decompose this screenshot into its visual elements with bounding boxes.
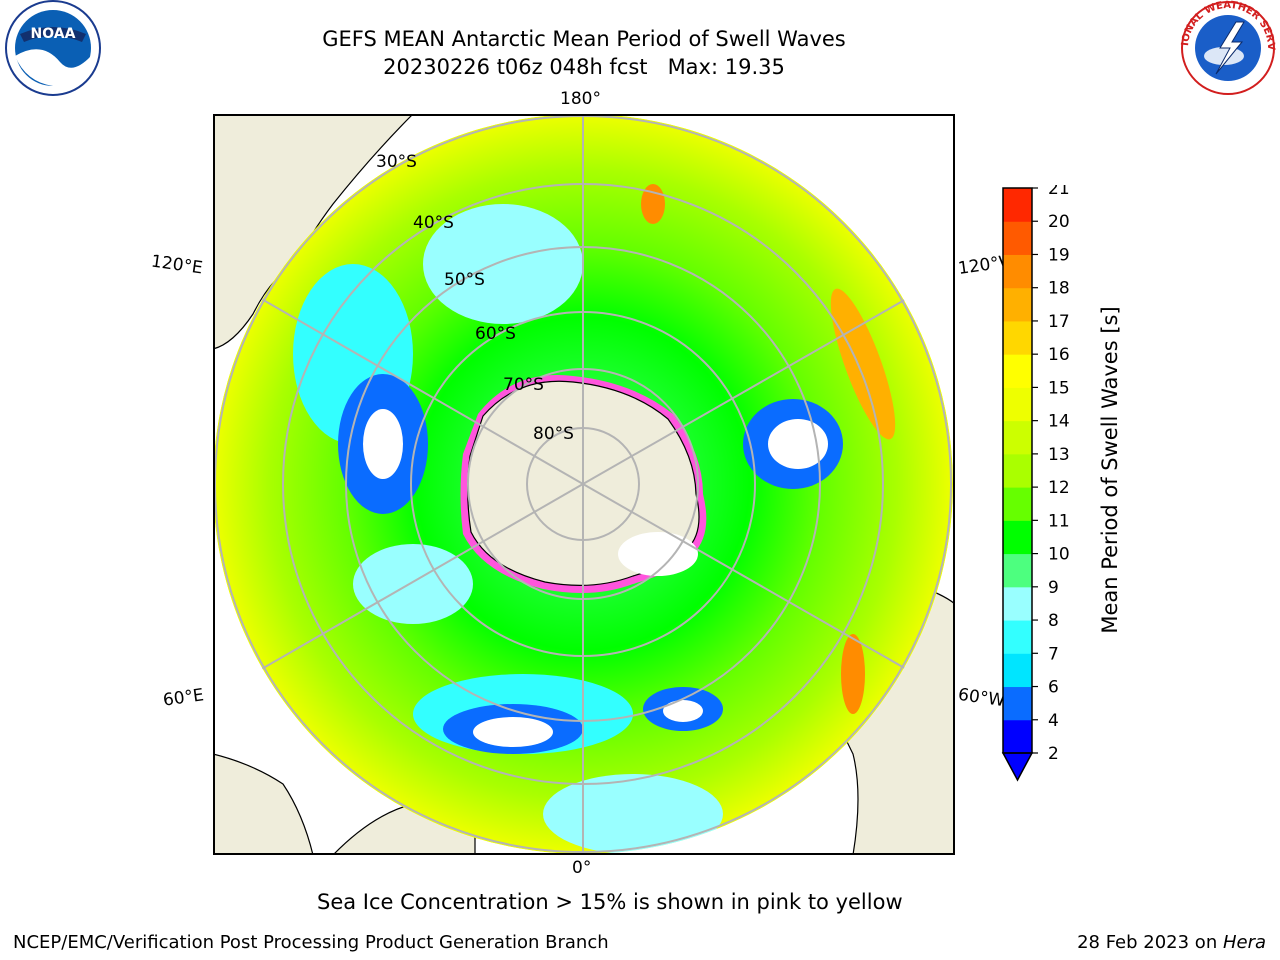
colorbar-segment (1003, 719, 1032, 754)
colorbar-tick-label: 9 (1048, 578, 1059, 598)
africa-land (213, 753, 314, 855)
lat-label-70s: 70°S (503, 375, 544, 395)
colorbar-tick-label: 19 (1048, 245, 1070, 265)
colorbar-tick-label: 2 (1048, 744, 1059, 764)
colorbar-segment (1003, 487, 1032, 521)
colorbar-segment (1003, 553, 1032, 588)
colorbar-segment (1003, 420, 1032, 455)
colorbar-tick-label: 21 (1048, 185, 1070, 199)
lat-label-60s: 60°S (475, 324, 516, 344)
colorbar-frame (1002, 187, 1033, 754)
lat-label-30s: 30°S (376, 152, 417, 172)
colorbar-segment (1003, 653, 1032, 688)
map-frame (213, 114, 955, 855)
colorbar-tick-label: 17 (1048, 312, 1070, 332)
colorbar-tick-label: 14 (1048, 412, 1070, 432)
colorbar-tick-label: 15 (1048, 378, 1070, 398)
lat-label-50s: 50°S (444, 270, 485, 290)
colorbar-segment (1003, 520, 1032, 555)
colorbar-tick-label: 10 (1048, 545, 1070, 565)
colorbar-tick-label: 6 (1048, 678, 1059, 698)
colorbar-extend-arrow (1001, 752, 1034, 782)
colorbar-graphic: 2 4 6 7 8 9 10 11 12 13 14 15 16 17 18 19 20 21 (1001, 179, 1070, 782)
colorbar-segment (1003, 354, 1032, 388)
colorbar-label: Mean Period of Swell Waves [s] (1098, 306, 1122, 634)
colorbar-segment (1003, 254, 1032, 289)
colorbar-segment (1003, 221, 1032, 255)
colorbar-tick-label: 11 (1048, 511, 1070, 531)
colorbar-segment (1003, 620, 1032, 654)
colorbar-tick-label: 16 (1048, 345, 1070, 365)
colorbar-segment (1003, 453, 1032, 488)
page-title: GEFS MEAN Antarctic Mean Period of Swell… (322, 27, 846, 51)
noaa-logo: NOAA (2, 0, 104, 100)
nws-logo: NATIONAL WEATHER SERVICE (1172, 0, 1280, 100)
colorbar-tick-label: 4 (1048, 711, 1059, 731)
sea-ice-caption: Sea Ice Concentration > 15% is shown in … (317, 890, 903, 914)
colorbar-segment (1003, 586, 1032, 621)
footer-date: 28 Feb 2023 on Hera (1077, 932, 1266, 953)
colorbar-segment (1003, 287, 1032, 322)
colorbar-segment (1003, 320, 1032, 355)
footer-machine: Hera (1222, 932, 1266, 953)
swell-period-field (213, 114, 953, 854)
lon-label-120e: 120°E (149, 251, 204, 279)
svg-text:NOAA: NOAA (31, 26, 76, 42)
lat-label-80s: 80°S (533, 424, 574, 444)
colorbar-segment (1003, 686, 1032, 721)
colorbar-tick-label: 20 (1048, 212, 1070, 232)
colorbar-segment (1003, 188, 1032, 222)
colorbar-tick-label: 13 (1048, 445, 1070, 465)
footer-credit: NCEP/EMC/Verification Post Processing Pr… (13, 932, 609, 953)
lon-label-60w: 60°W (956, 684, 1007, 712)
colorbar-tick-label: 12 (1048, 478, 1070, 498)
colorbar-tick-label: 18 (1048, 279, 1070, 299)
colorbar-tick-label: 7 (1048, 644, 1059, 664)
lon-label-180: 180° (560, 89, 601, 109)
lat-label-40s: 40°S (413, 213, 454, 233)
lon-label-0: 0° (572, 858, 592, 878)
lon-label-60e: 60°E (161, 685, 206, 711)
colorbar: 2 4 6 7 8 9 10 11 12 13 14 15 16 17 18 19 20 21 (1000, 179, 1090, 789)
colorbar-segment (1003, 387, 1032, 422)
colorbar-tick-label: 8 (1048, 611, 1059, 631)
footer-date-text: 28 Feb 2023 on (1077, 932, 1223, 953)
antarctic-swell-period-map (213, 114, 955, 859)
page-subtitle: 20230226 t06z 048h fcst Max: 19.35 (383, 55, 785, 79)
